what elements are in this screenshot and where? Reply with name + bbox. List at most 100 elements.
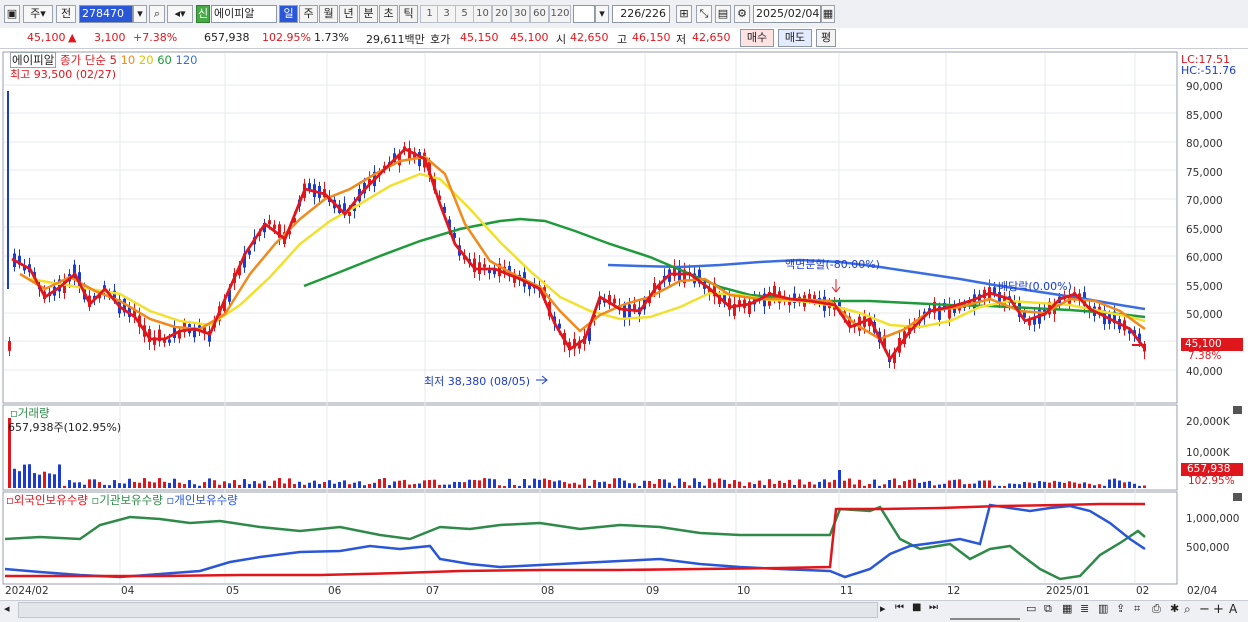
sell-button[interactable]: 매도 (778, 29, 812, 47)
layout-icon[interactable]: ▭ (1026, 602, 1037, 615)
period-second[interactable]: 초 (379, 5, 398, 23)
volume-bar (248, 484, 251, 488)
volume-bar (133, 482, 136, 488)
list-icon[interactable]: ≣ (1080, 602, 1090, 615)
buy-button[interactable]: 매수 (740, 29, 774, 47)
evaluate-button[interactable]: 평 (816, 29, 836, 47)
low-note: 최저 38,380 (08/05) (424, 375, 531, 388)
info-bar: 45,100 ▲ 3,100 +7.38% 657,938 102.95% 1.… (0, 28, 1248, 49)
lock-icon[interactable]: ⊞ (676, 5, 692, 23)
volume-bar (568, 483, 571, 488)
count-field[interactable]: 226/226 (612, 5, 670, 23)
zoom-icon[interactable]: ⌕ (1184, 602, 1191, 616)
split-arrow-icon (831, 279, 841, 293)
volume-value-note: 657,938주(102.95%) (8, 421, 122, 434)
print-icon[interactable]: ⎙ (1152, 602, 1161, 615)
legend-ma-label: 종가 단순 (59, 53, 106, 67)
zoom-out-icon[interactable]: − (1199, 602, 1210, 617)
volume-bar (573, 482, 576, 488)
interval-5[interactable]: 5 (455, 5, 474, 23)
scroll-left-icon[interactable]: ◂ (4, 602, 10, 615)
period-year[interactable]: 년 (339, 5, 358, 23)
y-tick: 75,000 (1186, 167, 1223, 179)
volume-bar (703, 485, 706, 488)
volume-bar (413, 484, 416, 488)
volume-bar (578, 484, 581, 488)
code-input[interactable]: 278470 (79, 5, 133, 23)
volume-bar (1063, 482, 1066, 488)
copy-icon[interactable]: ⧉ (1044, 602, 1052, 615)
speaker-icon[interactable]: ◂▾ (167, 5, 193, 23)
period-day[interactable]: 일 (279, 5, 298, 23)
volume-bar (793, 484, 796, 488)
candle-body (738, 300, 741, 306)
date-input[interactable]: 2025/02/04 (753, 5, 821, 23)
period-tick[interactable]: 틱 (399, 5, 418, 23)
tools-icon[interactable]: ⌗ (1134, 602, 1141, 615)
fast-forward-icon[interactable]: ⏭ (929, 602, 938, 613)
volume-bar (778, 480, 781, 488)
chart-canvas[interactable] (0, 49, 1248, 601)
calendar-icon[interactable]: ▦ (821, 5, 835, 23)
candle-body (493, 268, 496, 275)
font-size-icon[interactable]: A (1229, 602, 1238, 616)
foreign-holding-line (5, 502, 1145, 578)
interval-20[interactable]: 20 (492, 5, 511, 23)
volume-bar (853, 484, 856, 488)
close-panel-icon[interactable] (1233, 406, 1242, 414)
interval-120[interactable]: 120 (549, 5, 571, 23)
zoom-in-icon[interactable]: + (1213, 602, 1224, 617)
period-minute[interactable]: 분 (359, 5, 378, 23)
close-panel-icon[interactable] (1233, 493, 1242, 501)
candle-body (733, 303, 736, 316)
volume-bar (323, 482, 326, 488)
legend-institution: ▫기관보유수량 (91, 493, 163, 507)
volume-bar (608, 483, 611, 488)
volume-bar (753, 484, 756, 488)
period-month[interactable]: 월 (319, 5, 338, 23)
prev-button[interactable]: 전 (56, 5, 76, 23)
candle-body (973, 294, 976, 309)
chart-type-icon[interactable]: ▥ (1098, 602, 1109, 615)
volume-bar (548, 479, 551, 488)
settings-icon[interactable]: ✱ (1170, 602, 1180, 615)
interval-60[interactable]: 60 (530, 5, 549, 23)
period-week[interactable]: 주 (299, 5, 318, 23)
horizontal-scrollbar[interactable] (18, 602, 878, 618)
grid-icon[interactable]: ▦ (1062, 602, 1073, 615)
save-icon[interactable]: ▤ (715, 5, 731, 23)
gear-icon[interactable]: ⚙ (734, 5, 750, 23)
volume-bar (673, 485, 676, 488)
speed-slider[interactable] (950, 602, 1020, 620)
search-icon[interactable]: ⌕ (149, 5, 165, 23)
crosshair-icon[interactable]: ⤡ (696, 5, 712, 23)
volume-bar (148, 481, 151, 488)
candle-body (8, 341, 11, 351)
candle-body (198, 325, 201, 329)
ask-price: 45,150 (460, 31, 499, 44)
volume-bar (33, 473, 36, 488)
volume-bar (423, 480, 426, 488)
volume-bar (213, 480, 216, 488)
interval-30[interactable]: 30 (511, 5, 530, 23)
interval-dropdown-icon[interactable]: ▾ (595, 5, 609, 23)
code-dropdown-icon[interactable]: ▾ (133, 5, 147, 23)
volume-bar (983, 480, 986, 488)
interval-3[interactable]: 3 (437, 5, 456, 23)
export-icon[interactable]: ⇪ (1116, 602, 1126, 615)
interval-custom-input[interactable] (573, 5, 595, 23)
volume-bar (633, 483, 636, 488)
volume-bar (298, 481, 301, 488)
holding-legend: ▫외국인보유수량 ▫기관보유수량 ▫개인보유수량 (6, 492, 238, 508)
volume-bar (708, 478, 711, 488)
volume-bar (453, 481, 456, 488)
interval-10[interactable]: 10 (473, 5, 492, 23)
volume-bar (968, 483, 971, 488)
stop-icon[interactable]: ■ (912, 602, 922, 613)
open-label: 시 (556, 33, 567, 46)
window-icon[interactable]: ▣ (4, 5, 20, 23)
scroll-right-icon[interactable]: ▸ (880, 602, 886, 615)
volume-bar (378, 479, 381, 488)
rewind-icon[interactable]: ⏮ (895, 602, 904, 613)
market-select[interactable]: 주▾ (23, 5, 53, 23)
